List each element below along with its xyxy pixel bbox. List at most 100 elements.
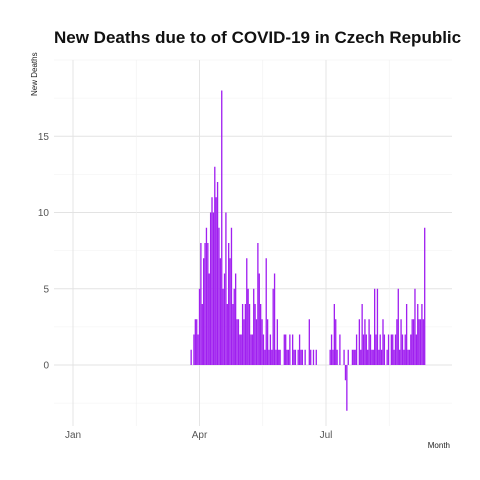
bar bbox=[367, 350, 368, 365]
bar bbox=[285, 335, 286, 366]
bar bbox=[364, 319, 365, 365]
bar bbox=[257, 243, 258, 365]
x-tick-label: Jul bbox=[320, 430, 333, 441]
bar bbox=[414, 289, 415, 365]
bar bbox=[361, 304, 362, 365]
bar bbox=[289, 335, 290, 366]
bar bbox=[246, 258, 247, 365]
bar bbox=[193, 335, 194, 366]
x-tick-label: Jan bbox=[65, 430, 81, 441]
bar bbox=[209, 274, 210, 366]
bar bbox=[275, 350, 276, 365]
bar bbox=[243, 319, 244, 365]
bar bbox=[335, 319, 336, 365]
bar bbox=[360, 350, 361, 365]
bar bbox=[224, 274, 225, 366]
bar bbox=[273, 289, 274, 365]
bar bbox=[220, 258, 221, 365]
bar bbox=[293, 350, 294, 365]
bar bbox=[195, 319, 196, 365]
bar bbox=[382, 319, 383, 365]
bar bbox=[424, 228, 425, 365]
bar bbox=[304, 350, 305, 365]
bar bbox=[331, 335, 332, 366]
bar bbox=[252, 335, 253, 366]
bar bbox=[231, 228, 232, 365]
bar bbox=[399, 350, 400, 365]
bar bbox=[302, 350, 303, 365]
grid bbox=[54, 60, 452, 426]
bar bbox=[298, 350, 299, 365]
bar bbox=[403, 350, 404, 365]
y-tick-label: 10 bbox=[38, 208, 50, 219]
bar bbox=[196, 319, 197, 365]
bar bbox=[363, 335, 364, 366]
x-tick-label: Apr bbox=[192, 430, 208, 441]
bar bbox=[211, 197, 212, 365]
bar bbox=[268, 350, 269, 365]
bar bbox=[384, 335, 385, 366]
y-tick-label: 15 bbox=[38, 132, 50, 143]
bar bbox=[368, 319, 369, 365]
bar bbox=[267, 319, 268, 365]
bar bbox=[387, 350, 388, 365]
bar bbox=[253, 289, 254, 365]
x-axis-label: Month bbox=[428, 441, 450, 450]
bar bbox=[410, 335, 411, 366]
bar bbox=[292, 335, 293, 366]
bar bbox=[334, 304, 335, 365]
bar bbox=[235, 274, 236, 366]
bar bbox=[380, 335, 381, 366]
bar bbox=[310, 350, 311, 365]
bar bbox=[266, 258, 267, 365]
bar bbox=[370, 335, 371, 366]
bar bbox=[402, 335, 403, 366]
bar bbox=[417, 304, 418, 365]
bar bbox=[299, 335, 300, 366]
bar bbox=[228, 243, 229, 365]
tick-labels: 0 5 10 15 Jan Apr Jul bbox=[38, 132, 333, 441]
bar bbox=[238, 319, 239, 365]
bar bbox=[409, 350, 410, 365]
bar bbox=[200, 243, 201, 365]
bar bbox=[284, 335, 285, 366]
bar bbox=[263, 335, 264, 366]
bar bbox=[249, 304, 250, 365]
bar bbox=[250, 335, 251, 366]
bar bbox=[378, 350, 379, 365]
bar bbox=[377, 289, 378, 365]
bar bbox=[218, 228, 219, 365]
bar bbox=[339, 335, 340, 366]
bar bbox=[407, 350, 408, 365]
bar bbox=[260, 304, 261, 365]
bar bbox=[346, 365, 347, 411]
bar bbox=[197, 335, 198, 366]
bar bbox=[352, 350, 353, 365]
bar bbox=[345, 365, 346, 380]
bar bbox=[232, 304, 233, 365]
bar bbox=[406, 304, 407, 365]
bar bbox=[398, 289, 399, 365]
bar bbox=[355, 350, 356, 365]
bar bbox=[271, 350, 272, 365]
bar bbox=[418, 319, 419, 365]
bar bbox=[206, 228, 207, 365]
bar bbox=[279, 350, 280, 365]
bar bbox=[371, 350, 372, 365]
bar bbox=[359, 319, 360, 365]
bar bbox=[393, 350, 394, 365]
bar bbox=[332, 350, 333, 365]
bar bbox=[234, 289, 235, 365]
bar bbox=[222, 289, 223, 365]
bar bbox=[375, 335, 376, 366]
bar bbox=[277, 319, 278, 365]
bar bbox=[278, 350, 279, 365]
bar bbox=[300, 350, 301, 365]
y-axis-label: New Deaths bbox=[30, 52, 39, 96]
bar bbox=[381, 350, 382, 365]
y-tick-label: 0 bbox=[43, 361, 49, 372]
bar bbox=[395, 335, 396, 366]
bar bbox=[423, 319, 424, 365]
bar bbox=[388, 335, 389, 366]
